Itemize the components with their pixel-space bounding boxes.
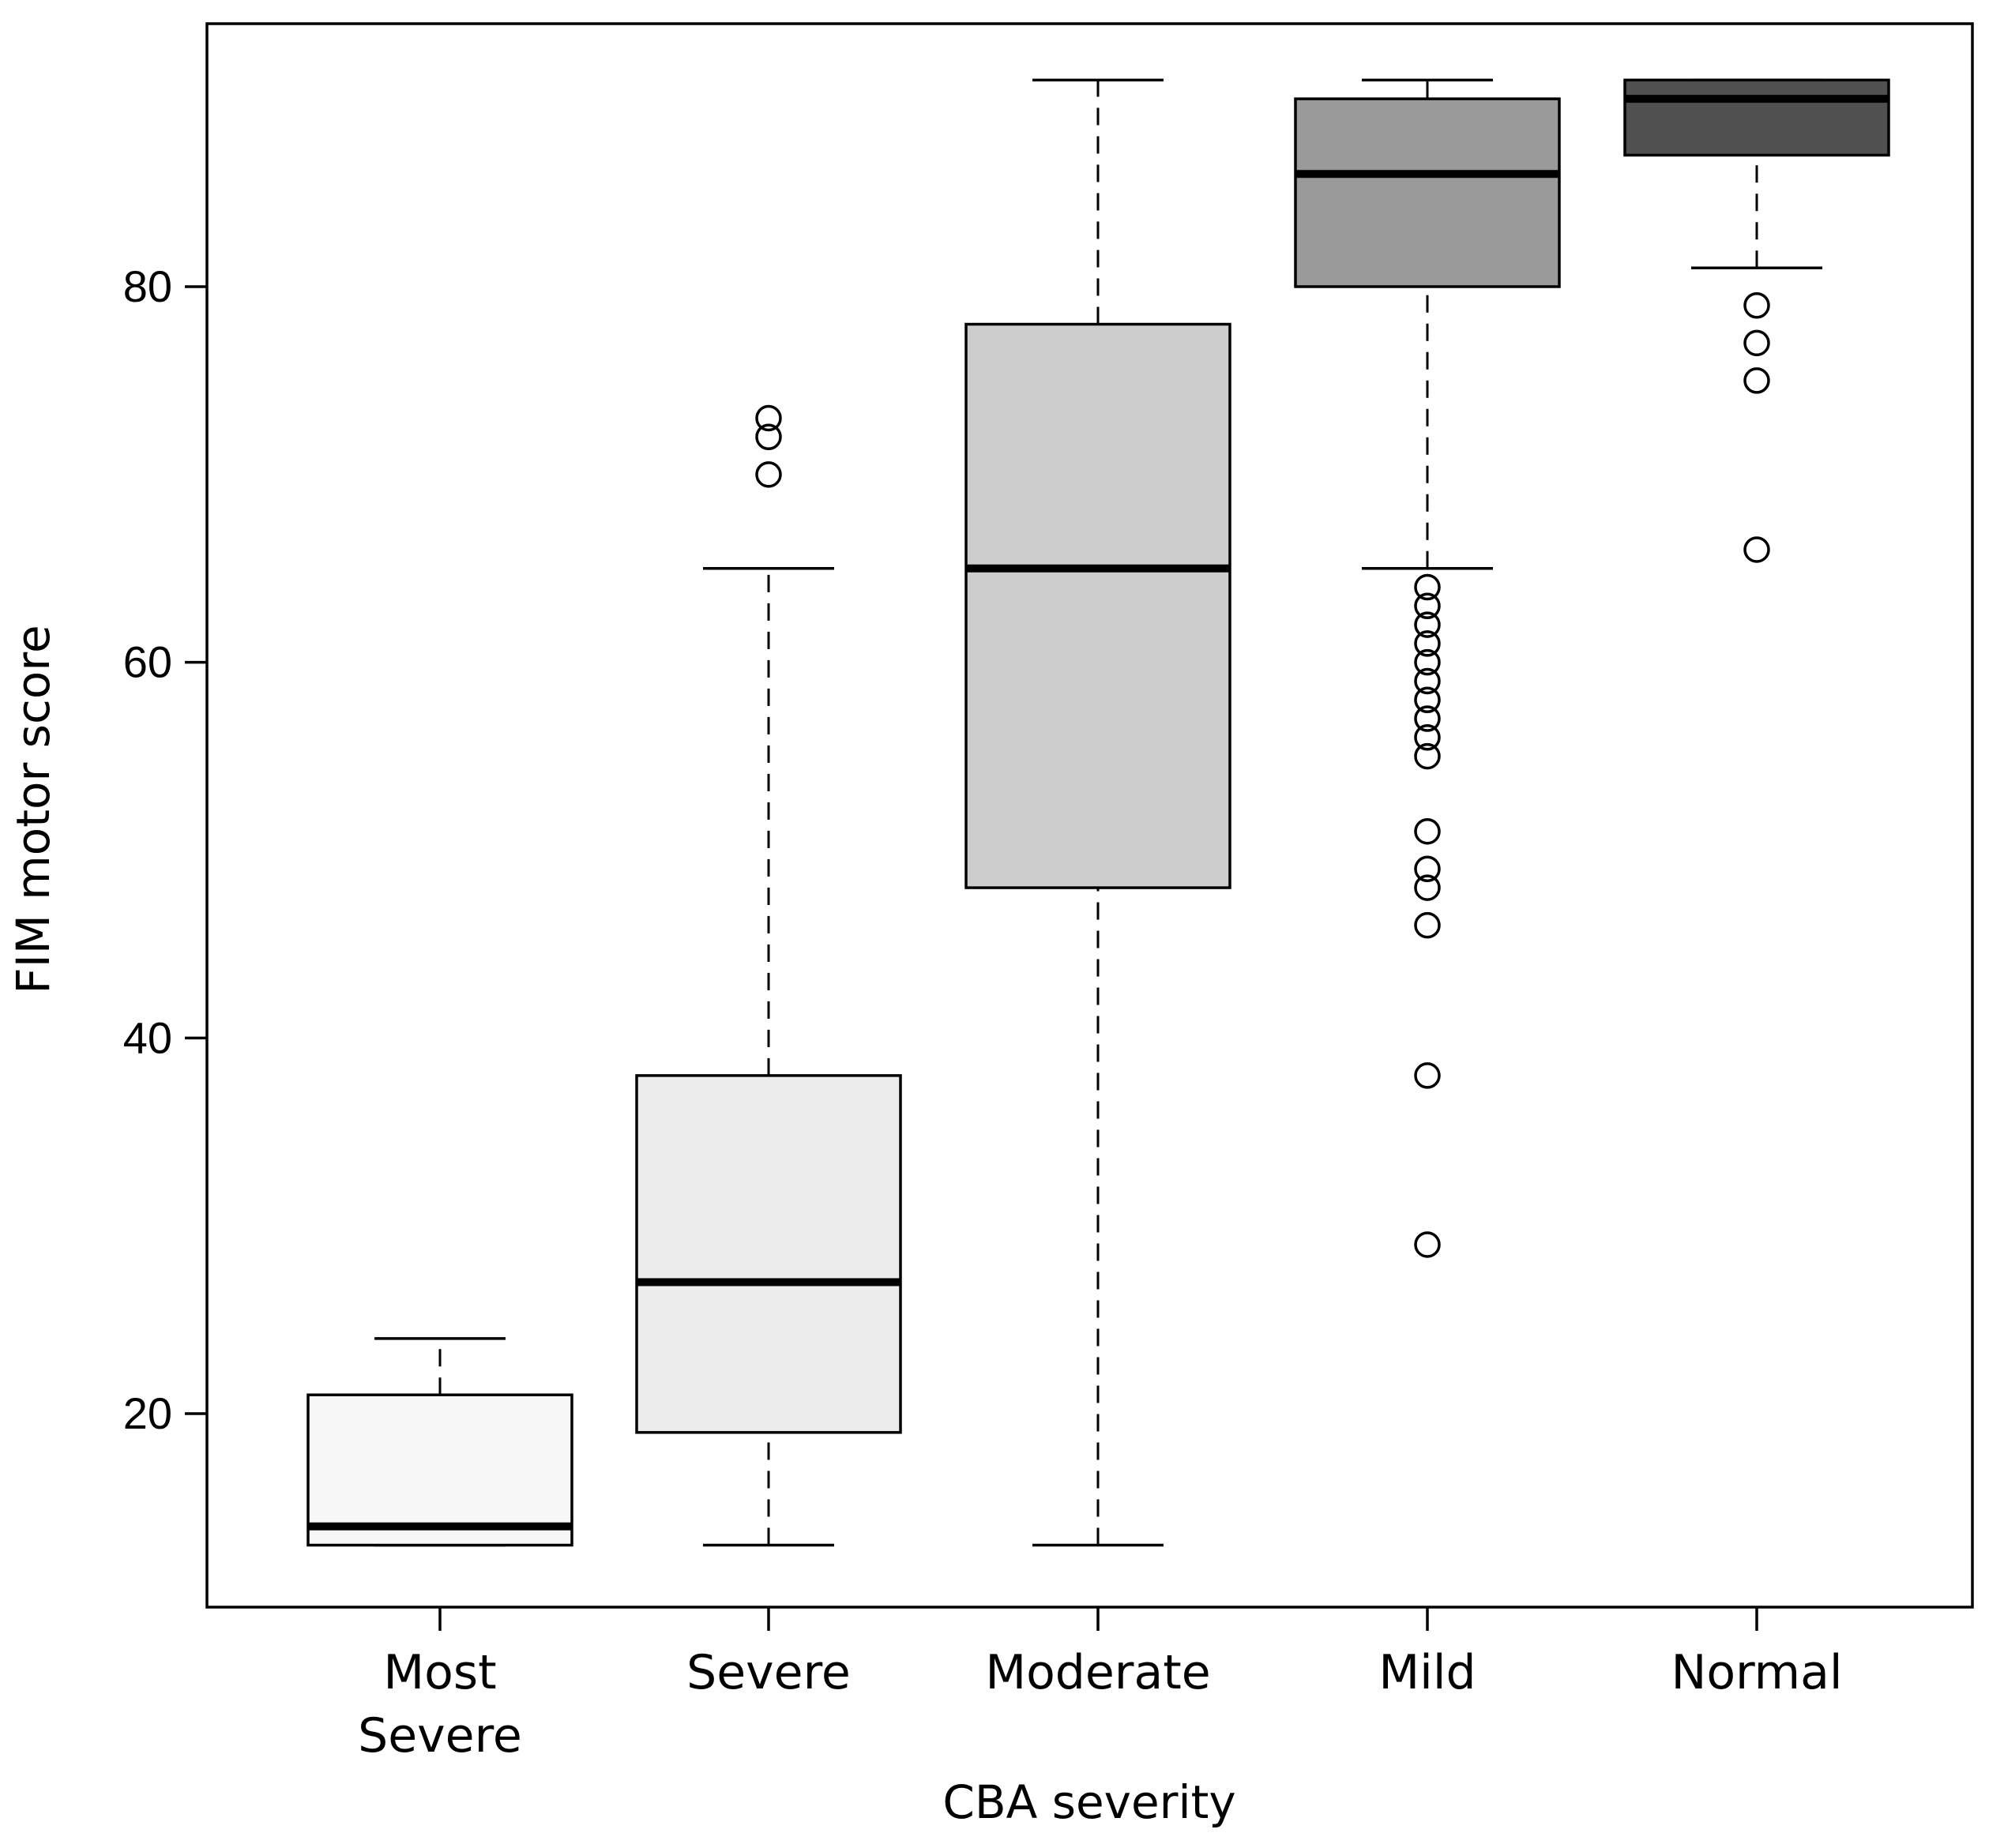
outlier-point <box>1414 742 1441 770</box>
box-series <box>306 78 1890 1547</box>
outlier-point <box>1414 855 1441 883</box>
outlier-point <box>1414 592 1441 620</box>
outlier-point <box>1414 1231 1441 1258</box>
outlier-point <box>1414 724 1441 751</box>
box-2 <box>635 404 902 1547</box>
y-tick-label: 40 <box>123 1012 172 1062</box>
box-1 <box>306 1337 573 1547</box>
box-5 <box>1623 78 1890 563</box>
x-tick-label: Normal <box>1671 1645 1842 1700</box>
x-tick-label: Severe <box>686 1645 851 1700</box>
iqr-box <box>306 1393 573 1547</box>
outlier-point <box>1414 630 1441 657</box>
iqr-box <box>635 1074 902 1434</box>
outlier-point <box>1414 874 1441 901</box>
x-axis: Most Severe Severe Moderate Mild Normal <box>358 1607 1843 1763</box>
x-tick-label: Mild <box>1378 1645 1476 1700</box>
iqr-box <box>1294 97 1561 288</box>
plot-frame <box>205 22 1974 1609</box>
x-tick-label: Moderate <box>985 1645 1210 1700</box>
outlier-point <box>1743 329 1770 357</box>
outlier-point <box>1414 911 1441 939</box>
x-tick-label: Most <box>383 1645 496 1700</box>
outlier-point <box>1414 686 1441 713</box>
outlier-point <box>1414 817 1441 845</box>
outlier-point <box>1414 573 1441 601</box>
outlier-point <box>1414 648 1441 676</box>
outlier-point <box>1414 1062 1441 1089</box>
outlier-point <box>1414 705 1441 732</box>
x-axis-title: CBA severity <box>942 1775 1235 1829</box>
outlier-point <box>1414 611 1441 638</box>
outlier-point <box>1743 536 1770 563</box>
outlier-point <box>1743 367 1770 394</box>
outlier-point <box>1743 292 1770 319</box>
box-3 <box>964 78 1231 1547</box>
x-tick-label: Severe <box>358 1708 522 1763</box>
y-axis-title: FIM motor score <box>6 625 60 993</box>
outlier-point <box>755 404 782 432</box>
iqr-box <box>964 322 1231 889</box>
outlier-point <box>755 461 782 488</box>
outlier-point <box>1414 667 1441 695</box>
y-tick-label: 80 <box>123 261 172 311</box>
y-axis: 20 40 60 80 <box>123 261 207 1438</box>
iqr-box <box>1623 78 1890 157</box>
outlier-point <box>755 423 782 451</box>
y-tick-label: 20 <box>123 1388 172 1438</box>
box-4 <box>1294 78 1561 1258</box>
y-tick-label: 60 <box>123 637 172 687</box>
